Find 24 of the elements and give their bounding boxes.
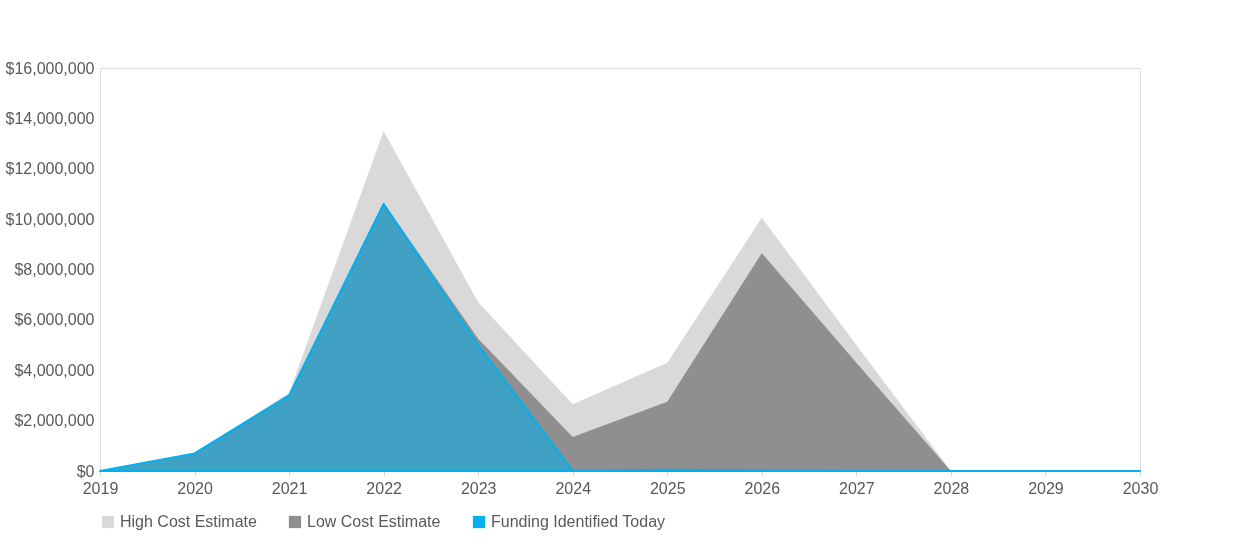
y-tick-label: $4,000,000 [14,361,95,379]
y-tick-label: $14,000,000 [5,109,95,127]
legend-label: High Cost Estimate [120,513,258,530]
y-tick-label: $16,000,000 [5,59,95,77]
x-tick-label: 2028 [933,479,970,497]
y-tick-label: $0 [76,462,95,480]
y-tick-label: $10,000,000 [5,210,95,228]
x-tick-label: 2019 [82,479,119,497]
x-tick-label: 2026 [744,479,781,497]
x-tick-label: 2027 [839,479,875,497]
y-tick-label: $12,000,000 [5,160,95,178]
y-tick-label: $6,000,000 [14,311,95,329]
x-tick-label: 2022 [366,479,403,497]
x-tick-label: 2024 [555,479,592,497]
x-tick-label: 2023 [460,479,497,497]
legend-label: Low Cost Estimate [307,513,441,530]
x-tick-label: 2030 [1122,479,1159,497]
legend-label: Funding Identified Today [491,513,666,530]
x-tick-label: 2025 [649,479,686,497]
x-tick-label: 2029 [1028,479,1064,497]
x-tick-label: 2021 [271,479,308,497]
y-tick-label: $2,000,000 [14,412,95,430]
x-tick-label: 2020 [177,479,213,497]
y-tick-label: $8,000,000 [14,261,95,278]
